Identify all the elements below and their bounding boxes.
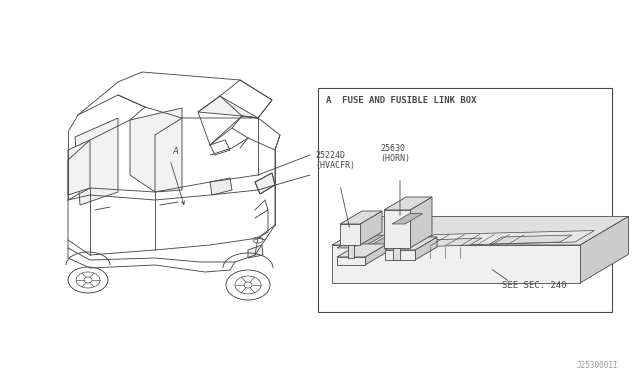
Polygon shape <box>415 237 437 260</box>
Polygon shape <box>210 178 232 195</box>
Text: A  FUSE AND FUSIBLE LINK BOX: A FUSE AND FUSIBLE LINK BOX <box>326 96 477 105</box>
Polygon shape <box>198 96 258 118</box>
Polygon shape <box>360 211 382 245</box>
Polygon shape <box>332 245 580 283</box>
Text: (HORN): (HORN) <box>380 154 410 163</box>
Polygon shape <box>337 235 384 248</box>
Polygon shape <box>340 211 382 224</box>
Text: SEE SEC. 240: SEE SEC. 240 <box>502 282 566 291</box>
Bar <box>318 88 612 312</box>
Text: J2530001I: J2530001I <box>577 360 618 369</box>
Polygon shape <box>130 108 182 192</box>
Polygon shape <box>384 197 432 210</box>
Text: 25224D: 25224D <box>315 151 345 160</box>
Polygon shape <box>385 250 415 260</box>
Polygon shape <box>368 234 415 247</box>
Polygon shape <box>332 217 628 245</box>
Polygon shape <box>340 224 360 245</box>
Polygon shape <box>337 257 365 265</box>
Polygon shape <box>75 118 118 205</box>
Polygon shape <box>392 214 422 224</box>
Polygon shape <box>410 197 432 248</box>
Polygon shape <box>255 173 275 194</box>
Text: (HVACFR): (HVACFR) <box>315 160 355 170</box>
Polygon shape <box>418 238 482 247</box>
Polygon shape <box>248 245 263 258</box>
Polygon shape <box>490 235 572 244</box>
Polygon shape <box>384 210 410 248</box>
Polygon shape <box>365 244 387 265</box>
Polygon shape <box>348 245 354 258</box>
Polygon shape <box>580 217 628 283</box>
Polygon shape <box>415 231 595 246</box>
Polygon shape <box>393 248 400 260</box>
Polygon shape <box>68 140 90 195</box>
Text: 25630: 25630 <box>380 144 405 153</box>
Text: A: A <box>172 147 178 156</box>
Polygon shape <box>337 244 387 257</box>
Polygon shape <box>385 237 437 250</box>
